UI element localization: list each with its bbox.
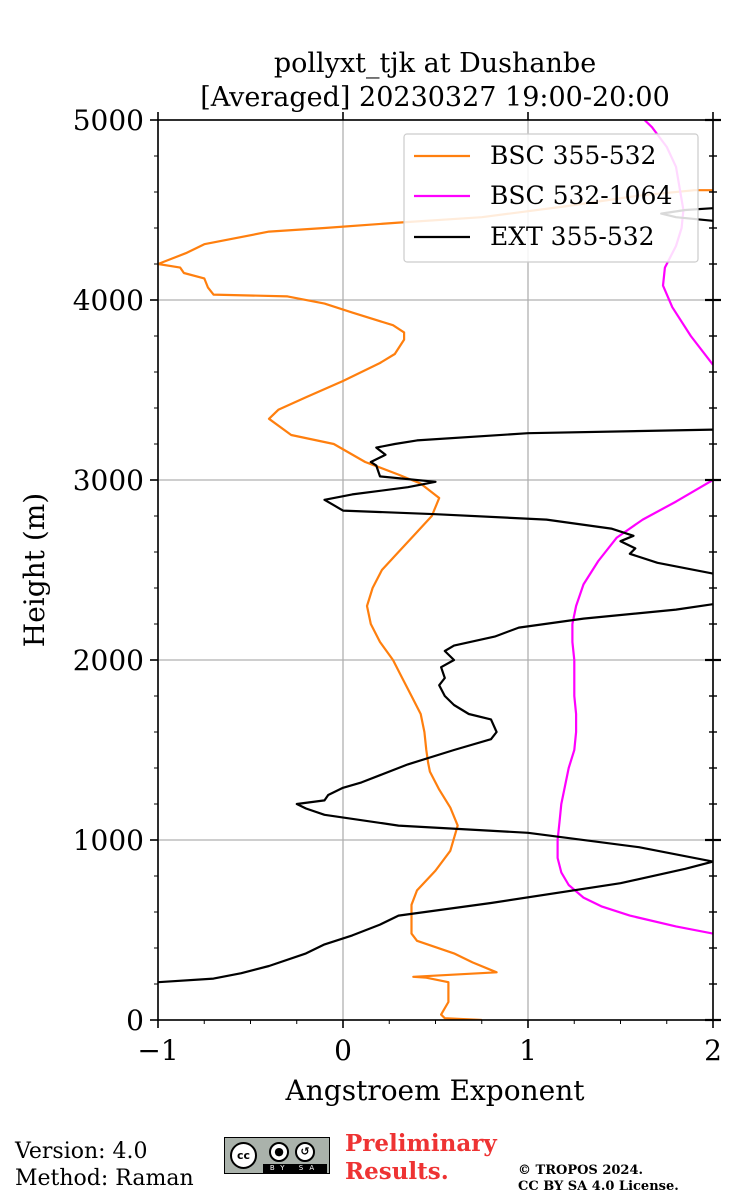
by-label: BY: [269, 1164, 291, 1172]
chart-title-line1: pollyxt_tjk at Dushanbe: [274, 48, 596, 79]
copyright-line2: CC BY SA 4.0 License.: [518, 1179, 679, 1194]
version-text: Version: 4.0: [15, 1139, 148, 1164]
y-tick-label-3: 3000: [73, 464, 144, 497]
angstroem-chart: pollyxt_tjk at Dushanbe [Averaged] 20230…: [18, 48, 722, 1107]
method-text: Method: Raman: [15, 1166, 194, 1191]
series-line-ext-355-532-3: [158, 603, 713, 984]
sa-label: SA: [298, 1164, 321, 1172]
y-tick-label-1: 1000: [73, 824, 144, 857]
x-tick-label-0: −1: [137, 1034, 178, 1067]
y-tick-label-0: 0: [126, 1004, 144, 1037]
y-axis-label: Height (m): [18, 493, 51, 647]
copyright-line1: © TROPOS 2024.: [518, 1163, 644, 1178]
chart-title-line2: [Averaged] 20230327 19:00-20:00: [200, 82, 670, 113]
x-tick-label-1: 0: [334, 1034, 352, 1067]
series-line-bsc-355-532-0: [158, 189, 713, 1020]
series-line-bsc-532-1064-1: [556, 479, 713, 935]
share-alike-icon: ↺: [295, 1142, 315, 1162]
legend-label-ext-355-532: EXT 355-532: [490, 222, 655, 251]
attribution-icon: ●: [269, 1142, 289, 1162]
legend-box: [403, 133, 699, 263]
preliminary-results: Preliminary Results.: [345, 1130, 497, 1186]
cc-license-badge: cc ● ↺ BY SA: [224, 1137, 330, 1174]
y-tick-label-5: 5000: [73, 104, 144, 137]
x-axis-label: Angstroem Exponent: [285, 1074, 586, 1107]
preliminary-line2: Results.: [345, 1158, 449, 1185]
legend: BSC 355-532 BSC 532-1064 EXT 355-532: [403, 133, 699, 263]
y-tick-label-4: 4000: [73, 284, 144, 317]
x-tick-label-2: 1: [519, 1034, 537, 1067]
footer-info: Version: 4.0 Method: Raman: [15, 1138, 194, 1192]
series-line-ext-355-532-4: [323, 428, 713, 575]
legend-label-bsc-355-532: BSC 355-532: [490, 141, 656, 170]
y-tick-label-2: 2000: [73, 644, 144, 677]
cc-strip: BY SA: [263, 1164, 327, 1173]
cc-icon: cc: [230, 1142, 257, 1169]
x-tick-label-3: 2: [704, 1034, 722, 1067]
preliminary-line1: Preliminary: [345, 1130, 497, 1157]
copyright-notice: © TROPOS 2024. CC BY SA 4.0 License.: [518, 1163, 679, 1195]
legend-label-bsc-532-1064: BSC 532-1064: [490, 181, 672, 210]
